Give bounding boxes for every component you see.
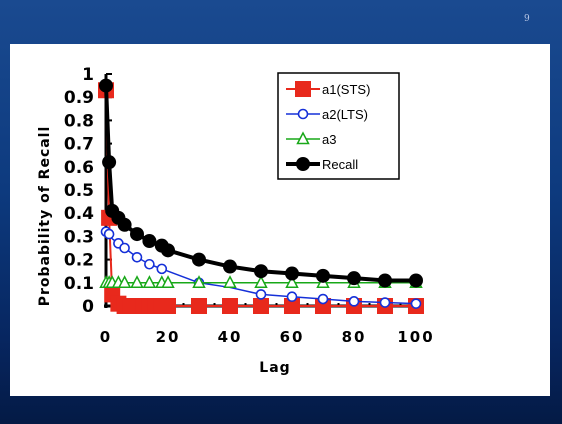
data-point <box>142 234 157 249</box>
chart-panel: 0 0.1 0.2 0.3 0.4 0.5 0.6 0.7 0.8 0.9 1 0 20 40 60 80 10… <box>10 44 550 396</box>
legend-label: Recall <box>322 157 358 172</box>
y-tick-label: 0.7 <box>64 135 94 155</box>
data-point <box>156 263 168 275</box>
y-tick-label: 0.9 <box>64 88 94 108</box>
legend-marker <box>295 81 311 97</box>
data-point <box>379 297 391 308</box>
data-point <box>103 228 115 240</box>
slide-number: 9 <box>524 14 530 24</box>
x-tick-label: 100 <box>397 328 434 346</box>
data-point <box>222 298 238 314</box>
data-point <box>131 251 143 263</box>
data-point <box>119 242 130 254</box>
legend-label: a3 <box>322 132 336 147</box>
data-point <box>409 273 423 288</box>
data-point <box>254 264 268 279</box>
legend-label: a1(STS) <box>322 82 370 97</box>
data-point <box>378 273 392 288</box>
data-point <box>285 275 299 289</box>
y-tick-label: 1 <box>82 65 94 85</box>
data-point <box>284 298 300 314</box>
data-point <box>142 275 157 289</box>
data-point <box>117 275 132 289</box>
data-point <box>117 217 132 232</box>
data-point <box>348 296 360 307</box>
legend: a1(STS) a2(LTS) a3 Recall <box>277 72 400 180</box>
legend-item-a2: a2(LTS) <box>286 107 368 122</box>
data-point <box>254 275 268 289</box>
data-point <box>144 258 155 270</box>
data-point <box>410 298 422 309</box>
data-point <box>316 268 330 283</box>
data-point <box>253 298 269 314</box>
data-point <box>102 155 117 170</box>
legend-item-recall: Recall <box>286 157 358 172</box>
recall-chart: 0 0.1 0.2 0.3 0.4 0.5 0.6 0.7 0.8 0.9 1 0 20 40 60 80 10… <box>37 65 434 376</box>
data-point <box>161 275 175 289</box>
y-tick-label: 0.5 <box>64 181 94 201</box>
x-tick-label: 80 <box>342 328 367 346</box>
legend-marker <box>296 157 310 171</box>
x-tick-label: 20 <box>156 328 181 346</box>
series-layer <box>98 78 424 314</box>
data-point <box>223 259 237 274</box>
data-point <box>286 291 298 303</box>
data-point <box>192 252 206 267</box>
data-point <box>161 243 175 258</box>
data-point <box>285 266 299 281</box>
data-point <box>347 271 361 286</box>
legend-marker <box>296 131 310 145</box>
y-tick-label: 0.1 <box>64 274 94 294</box>
x-tick-label: 60 <box>280 328 305 346</box>
y-tick-label: 0.8 <box>64 111 94 131</box>
data-point <box>130 227 144 242</box>
data-point <box>160 298 176 314</box>
y-tick-label: 0.2 <box>64 251 94 271</box>
legend-marker <box>297 108 309 120</box>
y-axis-title: Probability of Recall <box>37 126 53 307</box>
series-a1 <box>98 82 424 314</box>
legend-item-a3: a3 <box>286 131 336 147</box>
legend-item-a1: a1(STS) <box>286 81 370 97</box>
data-point <box>255 289 267 300</box>
y-tick-label: 0.6 <box>64 158 94 178</box>
data-point <box>99 78 113 93</box>
data-point <box>223 275 237 289</box>
data-point <box>192 275 206 289</box>
series-a2 <box>100 226 422 309</box>
series-recall <box>99 78 423 288</box>
data-point <box>317 293 329 305</box>
data-point <box>130 275 144 289</box>
y-tick-label: 0.4 <box>64 204 94 224</box>
x-tick-label: 40 <box>218 328 243 346</box>
y-tick-label: 0 <box>82 297 94 317</box>
y-tick-label: 0.3 <box>64 227 94 247</box>
data-point <box>191 298 207 314</box>
x-axis-title: Lag <box>259 360 290 376</box>
x-tick-label: 0 <box>100 328 112 346</box>
legend-label: a2(LTS) <box>322 107 368 122</box>
